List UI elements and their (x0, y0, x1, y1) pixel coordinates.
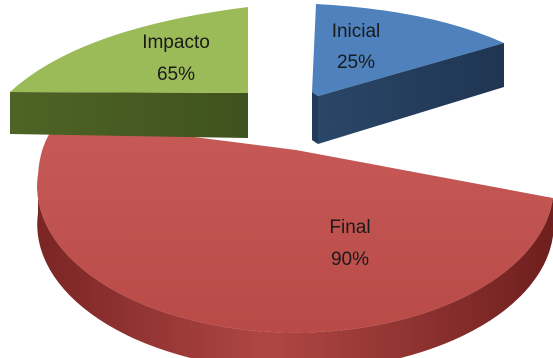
slice-label-inicial-name: Inicial (332, 21, 381, 42)
slice-label-inicial-value: 25% (337, 52, 375, 73)
slice-label-impacto-value: 65% (157, 64, 195, 85)
slice-inicial-side-front (318, 43, 504, 144)
slice-label-final-value: 90% (331, 249, 369, 270)
slice-final-top (37, 120, 553, 333)
slice-inicial-top (312, 4, 504, 96)
slice-impacto-top (10, 7, 248, 93)
slice-impacto-side-front (10, 92, 248, 138)
slice-inicial-side-left (312, 92, 318, 144)
slice-label-impacto-name: Impacto (142, 32, 210, 53)
slice-label-final-name: Final (329, 217, 370, 238)
